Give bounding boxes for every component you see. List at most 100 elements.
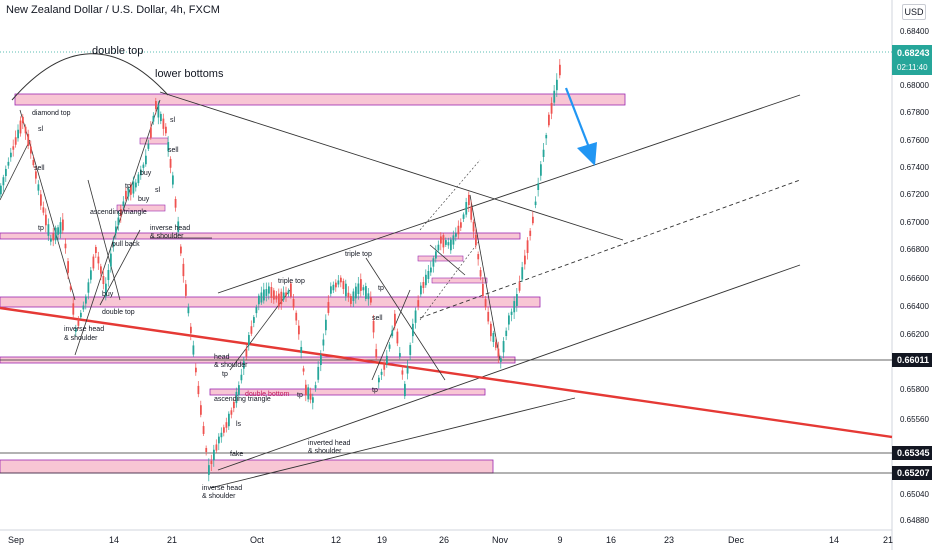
candle-body [502,341,505,353]
candle-body [516,294,518,306]
chart-annotation: head [214,354,230,361]
candle-body [380,371,383,375]
candle-body [64,243,67,249]
zone-mid [0,296,541,308]
candle-body [447,242,450,246]
candle-body [82,305,85,310]
chart-annotation: ascending triangle [90,209,147,216]
y-tick-label: 0.67800 [900,108,929,117]
candle-body [117,217,120,225]
candle-body [12,146,15,150]
candle-body [125,190,127,200]
candle-body [317,366,320,380]
x-tick-label: Sep [8,535,24,545]
channel-lower [217,264,801,471]
candle-body [185,284,187,296]
chart-annotation: inverse head [150,225,190,232]
candle-body [57,227,59,235]
x-tick-label: 23 [664,535,674,545]
price-label-badge [892,466,932,480]
candle-body [409,345,412,355]
chart-annotation: lower bottoms [155,68,224,80]
candle-body [248,335,250,345]
y-tick-label: 0.67600 [900,136,929,145]
chart-annotation: tp [222,371,228,378]
candle-body [278,293,280,307]
candle-body [357,283,360,295]
zone-bottom [0,459,494,474]
chart-annotation: sell [372,315,383,322]
channel-upper [217,94,801,294]
candle-body [258,295,260,305]
double-top-arc [11,53,169,101]
candle-body [218,436,220,444]
candle-body [238,385,240,395]
y-tick-label: 0.68000 [900,81,929,90]
trend-down-long [159,91,624,241]
x-tick-label: 21 [883,535,893,545]
y-tick-label: 0.65560 [900,415,929,424]
candle-body [213,449,215,461]
candle-body [386,355,388,365]
candle-body [559,64,561,76]
y-tick-label: 0.66200 [900,330,929,339]
candle-body [550,102,553,114]
candle-body [160,113,162,122]
candle-body [85,296,87,304]
y-tick-label: 0.65040 [900,490,929,499]
candle-body [233,401,235,409]
zone-mid-upper [0,232,521,240]
chart-annotation: & shoulder [150,233,184,240]
candle-body [205,448,208,452]
x-tick-label: Nov [492,535,509,545]
candle-body [100,266,102,274]
candle-body [105,283,107,297]
candle-body [417,300,420,307]
candle-body [391,330,394,337]
candle-body [362,287,365,291]
candle-body [548,114,550,126]
candle-body [477,254,480,260]
support-lower [209,397,576,489]
zone-resistance-top [14,93,626,106]
candle-body [165,126,167,134]
y-tick-label: 0.64880 [900,516,929,525]
candle-body [47,224,50,236]
candle-body [110,253,112,267]
candle-body [14,137,17,145]
candle-body [510,311,513,315]
candle-body [112,243,115,247]
currency-button[interactable]: USD [902,4,926,20]
candle-body [45,214,47,226]
candle-body [265,289,268,296]
candle-body [35,171,37,179]
candle-body [497,348,500,357]
candle-body [452,235,455,245]
x-tick-label: 16 [606,535,616,545]
candle-body [422,282,425,288]
candle-body [0,185,2,195]
candle-body [69,286,72,290]
candle-body [352,291,355,302]
chart-annotation: sl [155,187,161,194]
candle-body [235,391,238,404]
candle-body [518,282,521,291]
candle-body [59,222,62,234]
candle-body [197,385,200,395]
candle-body [420,285,422,295]
candle-body [180,246,182,254]
chart-annotation: inverted head [308,440,351,447]
candle-body [327,302,330,313]
candle-body [540,164,542,176]
chart-annotation: double bottom [245,391,290,398]
candle-body [263,289,265,301]
candle-body [355,286,357,299]
candle-body [404,383,406,397]
y-tick-label: 0.68400 [900,27,929,36]
candle-body [192,345,195,355]
chart-annotation: buy [140,170,152,177]
price-labels: 0.68243 02:11:40 0.66011 0.65345 0.65207 [892,45,932,480]
x-tick-label: 21 [167,535,177,545]
candle-body [17,129,19,139]
